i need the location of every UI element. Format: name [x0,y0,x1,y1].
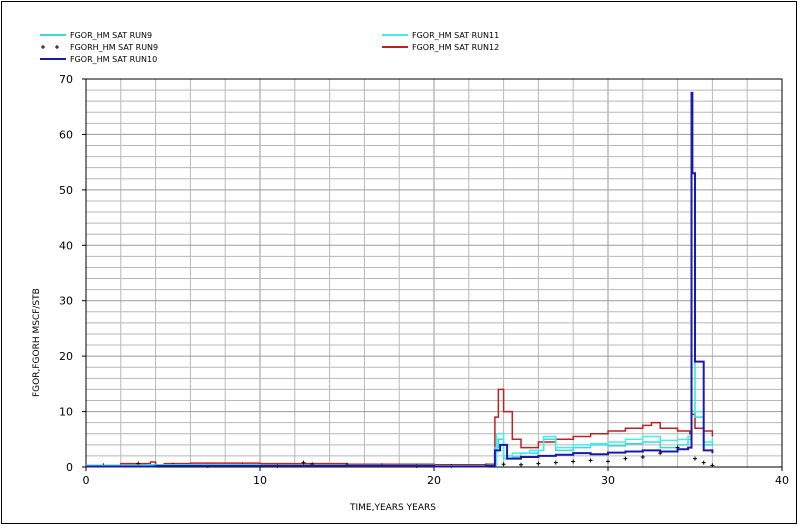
data-point [501,462,506,467]
y-tick-label: 10 [59,406,73,419]
data-point [606,459,610,464]
data-point [588,458,593,463]
x-tick-label: 0 [83,474,90,487]
series-fgor-hm-sat-run12 [86,388,714,467]
y-tick-label: 70 [59,73,73,86]
series-fgor-hm-sat-run10 [86,91,714,468]
x-tick-label: 40 [775,474,789,487]
data-point [519,462,523,467]
legend-swatch [55,45,59,49]
legend-label: FGORH_HM SAT RUN9 [70,43,158,52]
y-tick-label: 60 [59,128,73,141]
legend-item: FGOR_HM SAT RUN10 [40,55,157,64]
axis-ticks: 0 10 20 30 40 0 10 20 30 40 50 60 70 [59,73,789,487]
y-tick-label: 40 [59,239,73,252]
data-point [553,460,558,465]
legend-swatch [41,45,45,49]
y-axis-title: FGOR,FGORH MSCF/STB [32,288,42,397]
data-point [536,461,541,466]
legend-label: FGOR_HM SAT RUN9 [70,31,152,40]
legend-item: FGORH_HM SAT RUN9 [41,43,158,52]
data-point [693,456,697,461]
legend-label: FGOR_HM SAT RUN10 [70,55,157,64]
legend: FGOR_HM SAT RUN9 FGORH_HM SAT RUN9 FGOR_HM… [40,31,499,64]
legend-label: FGOR_HM SAT RUN11 [412,31,499,40]
data-point [710,463,715,468]
data-point [301,460,306,465]
legend-item: FGOR_HM SAT RUN12 [382,43,499,52]
data-point [640,455,645,460]
y-tick-label: 50 [59,184,73,197]
x-tick-label: 10 [253,474,267,487]
series-lines [86,91,715,468]
data-point [701,460,706,465]
x-axis-title: TIME,YEARS YEARS [349,503,436,513]
y-tick-label: 20 [59,350,73,363]
data-point [571,459,576,464]
legend-item: FGOR_HM SAT RUN9 [40,31,152,40]
grid [86,79,782,467]
legend-item: FGOR_HM SAT RUN11 [382,31,499,40]
y-tick-label: 30 [59,295,73,308]
y-tick-label: 0 [66,461,73,474]
legend-label: FGOR_HM SAT RUN12 [412,43,499,52]
x-tick-label: 30 [601,474,615,487]
data-point [623,456,628,461]
x-tick-label: 20 [427,474,441,487]
